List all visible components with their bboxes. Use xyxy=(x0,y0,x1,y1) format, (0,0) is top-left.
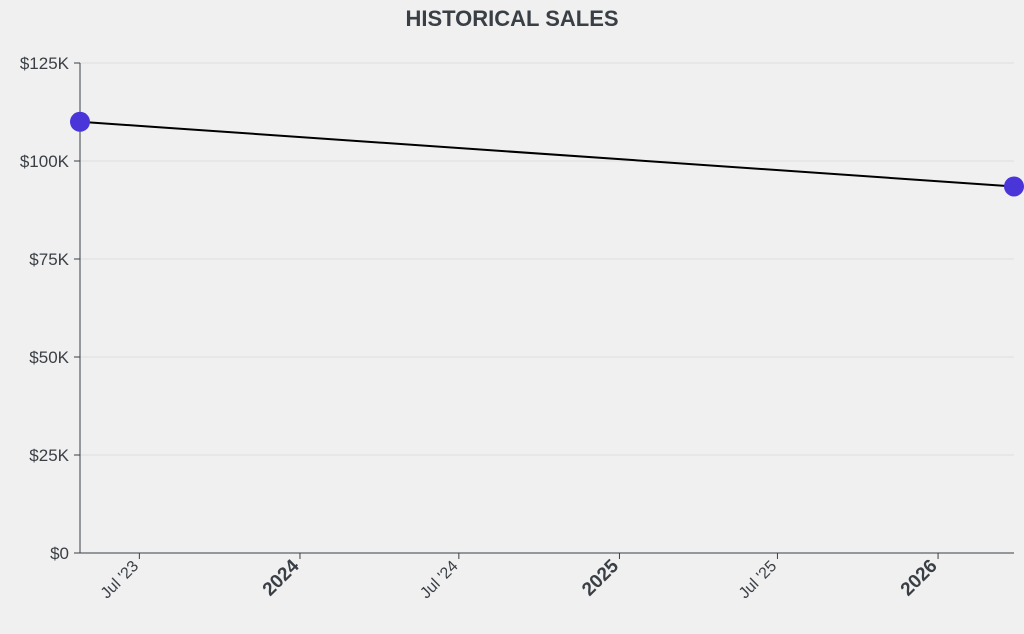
x-tick-label: Jul '24 xyxy=(417,558,461,602)
x-tick-label: Jul '23 xyxy=(98,558,142,602)
x-tick-label: Jul '25 xyxy=(736,558,780,602)
series-layer xyxy=(70,111,1024,197)
data-point[interactable] xyxy=(1004,176,1024,197)
axes: $0 $25K $50K $75K $100K $125K Jul '23 2024 Jul '… xyxy=(20,54,1014,602)
x-tick-label: 2024 xyxy=(259,555,304,600)
x-tick-label: 2025 xyxy=(578,555,623,600)
y-tick-label: $50K xyxy=(29,348,69,367)
y-tick-label: $0 xyxy=(50,544,69,563)
y-tick-label: $125K xyxy=(20,54,70,73)
data-point[interactable] xyxy=(70,111,90,132)
y-tick-label: $100K xyxy=(20,152,70,171)
x-tick-label: 2026 xyxy=(897,556,942,601)
gridlines xyxy=(80,62,1014,554)
series-line xyxy=(79,120,1015,188)
y-tick-label: $75K xyxy=(29,250,69,269)
y-tick-label: $25K xyxy=(29,446,69,465)
chart-title: HISTORICAL SALES xyxy=(405,6,618,31)
